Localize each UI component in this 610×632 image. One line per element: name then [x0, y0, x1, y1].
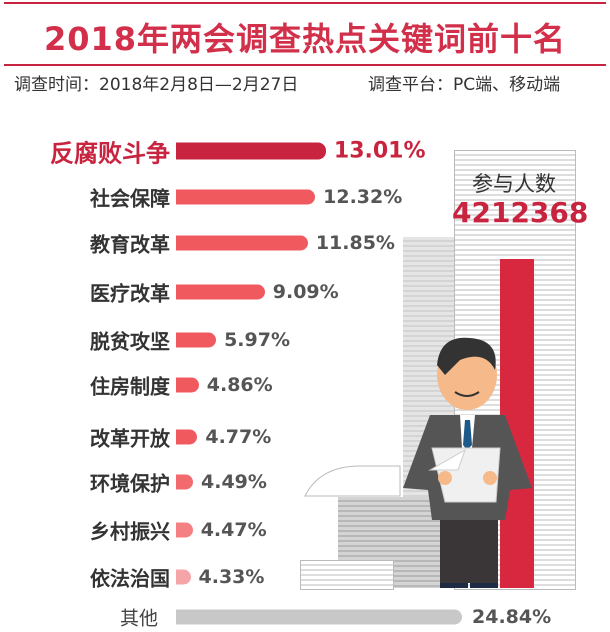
bar	[176, 189, 316, 205]
title-rule	[4, 64, 606, 66]
category-label: 反腐败斗争	[50, 139, 170, 168]
value-label: 12.32%	[323, 186, 403, 208]
bar	[176, 474, 193, 490]
bar	[176, 609, 462, 625]
businessman-icon	[304, 337, 532, 588]
bottom-stack	[300, 560, 394, 590]
value-label: 11.85%	[315, 232, 395, 254]
value-label: 24.84%	[472, 606, 552, 628]
category-label: 环境保护	[90, 471, 170, 496]
survey-platform: 调查平台：PC端、移动端	[368, 75, 561, 95]
category-label: 脱贫攻坚	[90, 329, 170, 354]
bar	[176, 142, 326, 160]
bar	[176, 569, 191, 585]
chart-title: 2018年两会调查热点关键词前十名	[43, 20, 567, 58]
participants-value: 4212368	[452, 196, 589, 229]
top-rule	[4, 2, 606, 4]
value-label: 4.49%	[201, 471, 267, 493]
category-label: 改革开放	[90, 426, 170, 451]
category-label: 乡村振兴	[90, 519, 170, 544]
participants-label: 参与人数	[472, 172, 556, 196]
category-label: 住房制度	[90, 374, 170, 399]
category-label: 教育改革	[90, 232, 170, 257]
bar	[176, 377, 199, 393]
category-label: 医疗改革	[90, 281, 170, 306]
bar	[176, 429, 198, 445]
value-label: 4.77%	[205, 426, 272, 448]
category-label: 其他	[119, 607, 158, 630]
value-label: 4.33%	[198, 566, 265, 588]
category-label: 依法治国	[90, 566, 170, 591]
bar	[176, 522, 193, 538]
survey-period: 调查时间：2018年2月8日—2月27日	[14, 75, 299, 95]
value-label: 13.01%	[333, 138, 426, 164]
value-label: 4.47%	[200, 519, 267, 541]
bar	[176, 284, 265, 300]
bar	[176, 332, 217, 348]
value-label: 4.86%	[206, 374, 273, 396]
bar	[176, 235, 308, 251]
value-label: 5.97%	[224, 329, 290, 351]
category-label: 社会保障	[90, 186, 170, 211]
value-label: 9.09%	[272, 281, 339, 303]
